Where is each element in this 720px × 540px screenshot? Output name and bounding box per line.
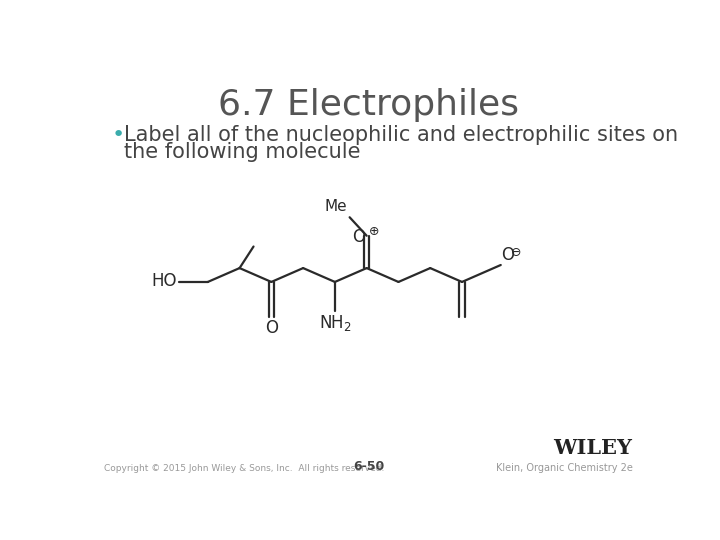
Text: WILEY: WILEY — [554, 437, 632, 457]
Text: Klein, Organic Chemistry 2e: Klein, Organic Chemistry 2e — [495, 463, 632, 473]
Text: 6.7 Electrophiles: 6.7 Electrophiles — [218, 88, 520, 122]
Text: the following molecule: the following molecule — [124, 142, 361, 162]
Text: O: O — [352, 227, 365, 246]
Text: •: • — [112, 125, 125, 145]
Text: Me: Me — [325, 199, 347, 214]
Text: 6-50: 6-50 — [354, 460, 384, 473]
Text: $\ominus$: $\ominus$ — [510, 246, 521, 259]
Text: NH$_2$: NH$_2$ — [318, 313, 351, 333]
Text: Copyright © 2015 John Wiley & Sons, Inc.  All rights reserved.: Copyright © 2015 John Wiley & Sons, Inc.… — [104, 464, 384, 473]
Text: $\oplus$: $\oplus$ — [368, 225, 379, 238]
Text: O: O — [265, 319, 278, 337]
Text: Label all of the nucleophilic and electrophilic sites on: Label all of the nucleophilic and electr… — [124, 125, 678, 145]
Text: HO: HO — [151, 272, 177, 290]
Text: O: O — [502, 246, 515, 264]
